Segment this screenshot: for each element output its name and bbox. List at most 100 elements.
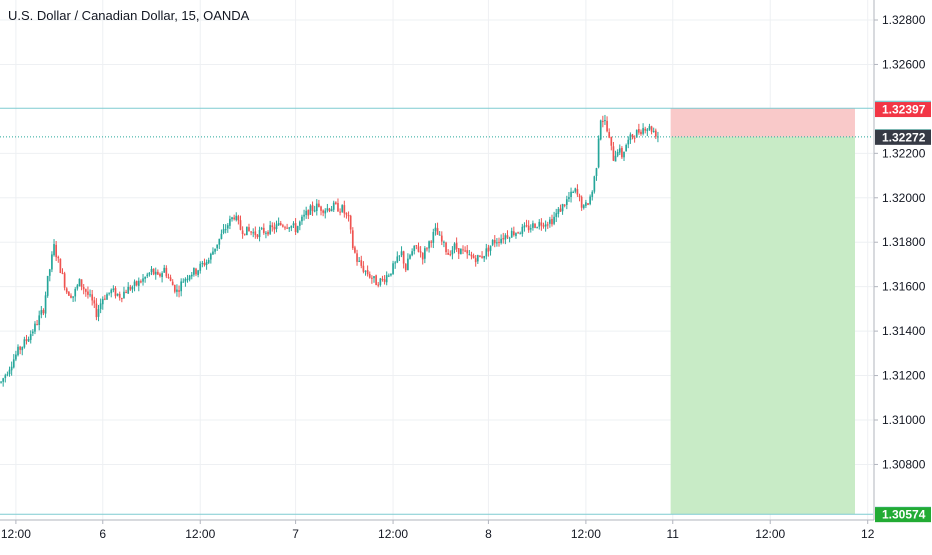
candle	[373, 275, 375, 283]
candle-body	[51, 254, 53, 270]
candle-body	[42, 310, 45, 314]
candle	[120, 297, 123, 303]
candle	[635, 129, 638, 138]
candle-body	[112, 288, 115, 291]
candle	[358, 257, 361, 263]
candle	[409, 253, 411, 260]
candle	[404, 262, 407, 273]
candle-body	[396, 256, 399, 263]
candle-body	[239, 220, 242, 230]
candle-body	[443, 241, 445, 243]
candle	[330, 205, 333, 212]
candle-body	[154, 271, 157, 275]
candle	[362, 261, 365, 274]
candle-body	[288, 227, 291, 229]
candle-body	[436, 228, 439, 235]
candle-body	[40, 310, 43, 315]
candle-body	[6, 374, 9, 376]
candle-body	[311, 205, 314, 211]
candle-body	[508, 237, 511, 239]
candle-body	[553, 216, 555, 224]
candle-body	[184, 278, 187, 282]
candle	[123, 286, 125, 299]
candle	[398, 255, 401, 262]
position-tool[interactable]	[670, 108, 855, 515]
candle-body	[163, 267, 166, 273]
candle-body	[559, 208, 562, 212]
candle-body	[601, 120, 604, 122]
candle	[496, 238, 498, 247]
candle-body	[137, 280, 140, 286]
candle-body	[301, 216, 303, 222]
candle-body	[207, 260, 210, 263]
candle	[557, 207, 560, 218]
time-axis-label: 12	[861, 527, 875, 541]
candle	[72, 296, 74, 302]
take-profit-zone[interactable]	[670, 136, 855, 515]
candle-body	[273, 226, 276, 230]
candle	[303, 209, 305, 221]
candle	[97, 304, 100, 322]
candle	[332, 200, 335, 212]
candle	[163, 264, 166, 273]
candle	[489, 245, 492, 256]
candle-body	[275, 224, 278, 230]
candle	[326, 203, 329, 213]
stop-loss-zone[interactable]	[670, 108, 855, 137]
price-axis-label: 1.31800	[882, 235, 926, 249]
candle-body	[434, 227, 437, 232]
candle	[2, 377, 5, 387]
candle	[112, 285, 115, 293]
candle-body	[209, 253, 212, 260]
candle-body	[464, 250, 466, 252]
candle-body	[61, 272, 64, 274]
candle	[65, 287, 68, 295]
candle-body	[231, 217, 233, 220]
candle-body	[612, 146, 615, 161]
candle	[31, 329, 34, 337]
candle-body	[290, 225, 293, 228]
candle	[553, 211, 555, 226]
candle-body	[320, 206, 322, 211]
candle	[434, 223, 437, 236]
candle-body	[354, 247, 356, 253]
candle-body	[104, 298, 106, 300]
candle	[125, 289, 127, 294]
candle-body	[549, 219, 551, 224]
candle	[368, 271, 371, 279]
candle	[131, 285, 134, 293]
candle-body	[241, 230, 244, 234]
candle-body	[186, 278, 189, 280]
candle-body	[640, 131, 642, 135]
candle-body	[394, 262, 397, 264]
candle-body	[256, 234, 259, 238]
time-axis-label: 12:00	[571, 527, 601, 541]
candle	[652, 127, 655, 133]
candle-body	[652, 131, 655, 133]
candle	[324, 208, 327, 219]
candle	[252, 228, 255, 238]
candle-body	[118, 293, 121, 298]
candle	[209, 252, 212, 264]
candle	[260, 226, 263, 231]
candle-body	[445, 242, 447, 253]
candle-body	[286, 227, 288, 229]
candle	[157, 269, 159, 276]
candle	[432, 228, 435, 249]
candle-body	[360, 260, 363, 266]
time-axis-label: 12:00	[378, 527, 408, 541]
candle	[4, 373, 7, 383]
chart-title: U.S. Dollar / Canadian Dollar, 15, OANDA	[8, 8, 250, 23]
candle-body	[474, 258, 477, 263]
candle-body	[470, 254, 473, 257]
candle	[464, 246, 466, 253]
candle	[23, 336, 26, 349]
candle	[534, 222, 536, 229]
candle-body	[638, 129, 640, 133]
candle-body	[48, 269, 51, 276]
candle-body	[440, 235, 443, 242]
candle-body	[307, 209, 310, 216]
candle-body	[116, 293, 119, 296]
axes: 1.32800 1.32600 1.32200 1.32000 1.31800 1.316…	[0, 0, 926, 541]
